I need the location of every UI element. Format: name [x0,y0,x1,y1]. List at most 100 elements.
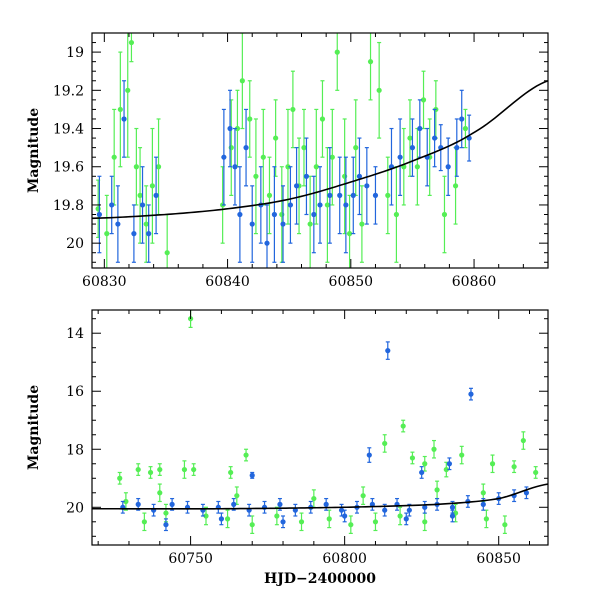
data-point [125,87,131,93]
data-point [403,516,409,522]
data-point [135,466,141,473]
bottom-panel: 60750 60800 60850 14 16 18 20 Magnitude HJD−2400… [26,309,549,587]
data-point [260,154,266,160]
data-point [104,231,110,237]
data-point [454,145,460,151]
data-point [271,211,277,218]
data-point [342,513,348,519]
data-point [385,348,391,354]
data-point [163,522,169,528]
data-point [445,164,451,170]
data-point [393,211,400,218]
data-point [311,211,317,218]
data-point [400,423,406,429]
data-point [253,173,259,179]
data-point [137,192,143,198]
data-point [111,154,117,160]
data-point [419,469,425,476]
data-point [360,493,366,499]
data-point [234,125,241,132]
data-point [287,202,294,208]
data-point [520,437,526,444]
data-point [143,221,149,227]
data-point [149,183,155,189]
axes-frame [91,32,549,269]
data-point [489,461,496,467]
data-point [502,522,508,528]
data-point [480,490,486,496]
data-point [146,231,152,237]
y-tick-label: 20 [66,500,84,516]
data-point [234,493,240,499]
data-point [364,183,370,189]
data-point [227,125,233,132]
trend-curve [92,483,548,510]
data-point [274,513,280,519]
data-point [169,501,175,507]
data-point [264,240,270,246]
data-point [280,519,286,525]
data-point [338,507,345,513]
y-tick-label: 19 [66,45,84,61]
data-point [323,501,329,507]
data-point [397,154,403,160]
plot-area [92,310,548,534]
data-point [298,519,305,525]
data-point [376,87,382,93]
data-point [247,116,253,122]
data-point [155,164,162,170]
data-point [123,498,129,505]
data-point [372,192,379,198]
x-tick-label: 60840 [205,274,250,290]
data-point [290,106,296,113]
y-tick-label: 19.8 [53,198,84,214]
data-point [203,513,209,519]
y-tick-label: 19.2 [53,83,84,99]
data-point [511,464,517,470]
data-point [422,461,428,467]
data-point [319,116,326,122]
data-point [452,183,459,189]
data-point [462,125,469,132]
data-point [147,469,154,476]
data-point [115,221,121,227]
y-tick-label: 16 [66,384,84,400]
data-point [117,475,123,481]
series-green [95,33,469,268]
data-point [397,513,403,519]
data-point [422,504,428,510]
series-green [117,310,539,534]
data-point [343,202,349,208]
data-point [337,192,343,198]
data-point [249,472,255,478]
data-point [117,106,123,113]
data-point [273,135,279,141]
x-tick-label: 60860 [452,274,497,290]
data-point [382,507,388,513]
data-point [432,135,438,141]
series-blue [96,80,472,268]
data-point [443,466,449,473]
data-point [164,250,170,256]
data-point [420,97,427,103]
data-point [409,145,416,151]
data-point [459,116,465,122]
data-point [133,164,139,170]
x-tick-label: 60830 [82,274,127,290]
data-point [407,135,413,141]
data-point [409,455,416,461]
data-point [369,501,375,507]
data-point [232,164,238,170]
data-point [326,516,332,522]
data-point [239,78,245,84]
x-tick-label: 60750 [168,551,213,567]
x-tick-label: 60800 [322,551,367,567]
data-point [356,173,363,179]
data-point [128,39,135,46]
data-point [329,154,335,160]
y-tick-label: 14 [66,326,84,342]
data-point [346,231,353,237]
data-point [301,145,307,151]
data-point [231,501,237,507]
